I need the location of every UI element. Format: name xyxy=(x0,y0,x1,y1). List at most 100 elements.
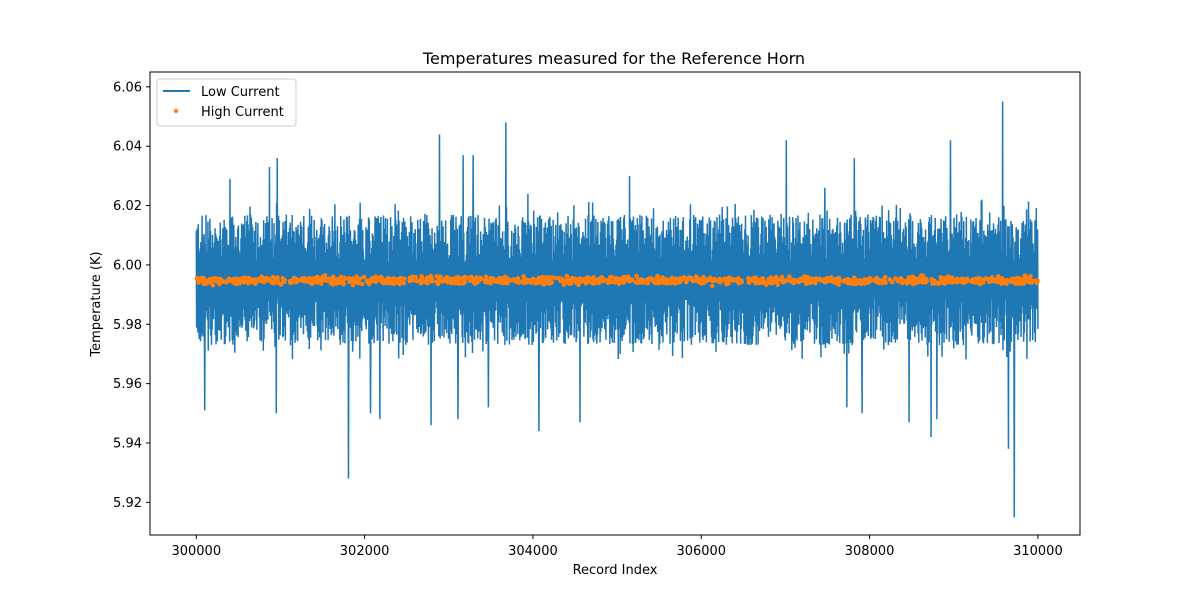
high-current-point xyxy=(779,274,785,280)
high-current-point xyxy=(197,278,203,284)
high-current-point xyxy=(274,275,280,281)
high-current-point xyxy=(634,273,639,279)
high-current-point xyxy=(474,275,480,280)
high-current-point xyxy=(590,275,596,281)
x-tick-label: 306000 xyxy=(676,544,726,559)
high-current-point xyxy=(462,274,468,280)
high-current-point xyxy=(546,281,551,286)
high-current-point xyxy=(768,280,774,286)
high-current-point xyxy=(435,281,441,287)
high-current-point xyxy=(906,275,912,280)
high-current-point xyxy=(791,279,797,285)
high-current-point xyxy=(397,281,402,287)
x-axis: 300000 302000 304000 306000 308000 310000 xyxy=(171,535,1063,559)
x-tick-label: 300000 xyxy=(171,544,221,559)
high-current-point xyxy=(391,276,396,281)
high-current-point xyxy=(541,275,547,281)
high-current-point xyxy=(483,277,488,282)
high-current-point xyxy=(270,274,276,280)
legend-box xyxy=(156,78,297,127)
x-tick-label: 304000 xyxy=(508,544,558,559)
high-current-point xyxy=(898,276,904,281)
high-current-point xyxy=(293,277,298,283)
high-current-point xyxy=(546,275,552,280)
high-current-point xyxy=(1028,273,1033,279)
high-current-point xyxy=(317,276,323,281)
high-current-point xyxy=(407,275,413,281)
high-current-point xyxy=(639,277,645,283)
y-tick-label: 5.96 xyxy=(113,377,142,392)
high-current-point xyxy=(350,282,356,288)
high-current-point xyxy=(1029,280,1035,285)
high-current-point xyxy=(824,275,830,281)
high-current-point xyxy=(500,276,506,282)
high-current-point xyxy=(734,277,739,283)
high-current-point xyxy=(515,276,521,281)
high-current-point xyxy=(424,277,430,283)
high-current-point xyxy=(303,277,309,282)
high-current-point xyxy=(812,278,818,284)
high-current-point xyxy=(916,279,922,285)
high-current-point xyxy=(726,275,732,280)
high-current-point xyxy=(772,278,777,283)
legend: Low Current High Current xyxy=(156,78,297,127)
high-current-point xyxy=(261,279,267,285)
high-current-point xyxy=(231,277,236,282)
y-axis: 5.92 5.94 5.96 5.98 6.00 6.02 6.04 6.06 xyxy=(113,80,150,511)
high-current-point xyxy=(701,280,706,286)
high-current-point xyxy=(730,277,736,282)
high-current-point xyxy=(723,278,729,284)
high-current-point xyxy=(210,276,215,281)
high-current-point xyxy=(766,276,771,282)
high-current-point xyxy=(852,276,857,282)
high-current-point xyxy=(1019,278,1024,284)
high-current-point xyxy=(705,277,711,283)
high-current-point xyxy=(458,276,464,282)
y-tick-label: 6.06 xyxy=(113,80,142,95)
high-current-point xyxy=(402,276,407,281)
high-current-point xyxy=(354,274,359,279)
high-current-point xyxy=(625,275,630,280)
high-current-point xyxy=(677,277,682,283)
high-current-point xyxy=(761,278,767,284)
high-current-point xyxy=(511,277,516,282)
y-tick-label: 5.94 xyxy=(113,436,142,451)
chart-title: Temperatures measured for the Reference … xyxy=(422,49,805,68)
high-current-point xyxy=(1008,279,1014,284)
high-current-point xyxy=(1012,278,1018,283)
high-current-point xyxy=(900,280,905,286)
high-current-point xyxy=(867,276,873,281)
high-current-point xyxy=(379,276,385,282)
high-current-point xyxy=(361,274,367,280)
high-current-point xyxy=(449,276,454,282)
high-current-point xyxy=(949,275,955,281)
high-current-point xyxy=(689,276,694,281)
high-current-point xyxy=(581,277,587,283)
high-current-point xyxy=(803,278,809,284)
high-current-point xyxy=(739,278,744,283)
high-current-point xyxy=(226,277,231,282)
high-current-point xyxy=(456,281,462,286)
high-current-point xyxy=(522,280,528,286)
x-tick-label: 308000 xyxy=(845,544,895,559)
high-current-point xyxy=(253,277,259,283)
x-tick-label: 302000 xyxy=(340,544,390,559)
high-current-point xyxy=(948,280,954,285)
high-current-point xyxy=(608,274,613,280)
high-current-point xyxy=(346,275,352,281)
high-current-point xyxy=(478,275,483,281)
high-current-point xyxy=(310,278,315,284)
high-current-point xyxy=(373,274,378,279)
high-current-point xyxy=(779,278,785,284)
high-current-point xyxy=(442,276,447,282)
high-current-point xyxy=(754,277,759,282)
high-current-point xyxy=(964,276,970,282)
high-current-point xyxy=(501,280,507,286)
x-axis-title: Record Index xyxy=(573,563,658,578)
high-current-point xyxy=(660,275,666,281)
high-current-point xyxy=(842,277,848,283)
high-current-point xyxy=(880,280,885,286)
high-current-point xyxy=(1034,280,1040,286)
high-current-point xyxy=(549,275,555,280)
high-current-point xyxy=(564,279,569,284)
